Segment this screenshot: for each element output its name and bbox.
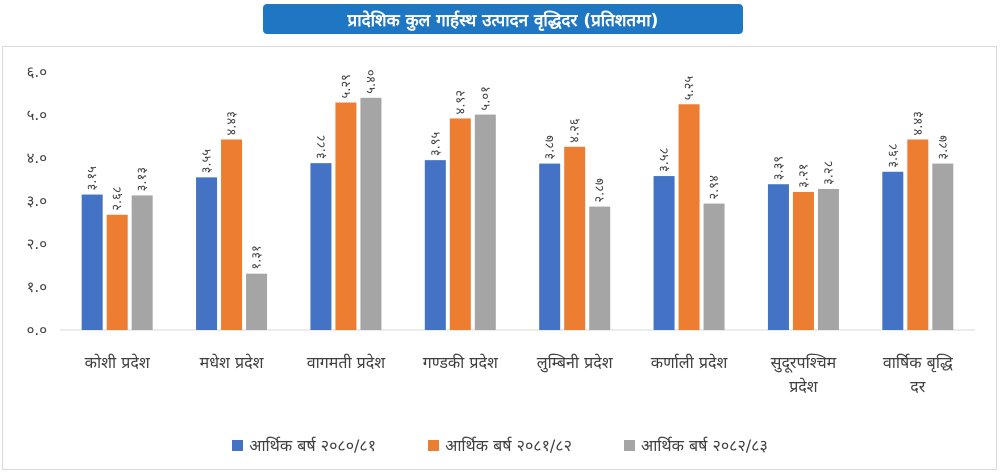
data-label: ४.२६ xyxy=(568,118,583,143)
data-label: ४.९२ xyxy=(453,90,468,114)
data-label: १.३१ xyxy=(250,245,265,269)
legend-swatch xyxy=(623,439,635,451)
legend: आर्थिक बर्ष २०८०/८१ आर्थिक बर्ष २०८१/८२ आर… xyxy=(0,434,1000,456)
y-tick-label: १.० xyxy=(27,278,47,296)
legend-item: आर्थिक बर्ष २०८०/८१ xyxy=(232,434,376,456)
bar xyxy=(360,97,382,330)
category-label: वार्षिक बृद्धि xyxy=(883,353,953,373)
bar xyxy=(474,114,496,330)
bar xyxy=(449,118,471,330)
data-label: ३.९५ xyxy=(428,131,443,156)
data-label: ३.२८ xyxy=(821,160,836,185)
bar xyxy=(81,194,103,330)
bar xyxy=(246,273,268,330)
data-label: ३.५८ xyxy=(657,147,672,172)
bar xyxy=(424,160,446,330)
legend-label: आर्थिक बर्ष २०८१/८२ xyxy=(445,436,572,455)
data-label: ३.३९ xyxy=(771,156,786,180)
bar xyxy=(653,176,675,330)
data-label: ३.१३ xyxy=(135,167,150,191)
category-label: वागमती प्रदेश xyxy=(307,353,387,372)
data-label: ५.४० xyxy=(364,69,379,93)
bar xyxy=(221,139,243,330)
legend-item: आर्थिक बर्ष २०८१/८२ xyxy=(428,434,572,456)
y-tick-label: ३.० xyxy=(27,192,47,210)
category-label: मधेश प्रदेश xyxy=(200,353,265,372)
data-label: ३.८७ xyxy=(936,135,951,160)
category-label: सुदूरपश्चिम xyxy=(771,353,837,373)
y-tick-label: ०.० xyxy=(27,321,47,339)
bar xyxy=(564,146,586,330)
y-tick-label: ४.० xyxy=(27,149,47,167)
category-label: दर xyxy=(910,377,925,396)
data-label: ५.०१ xyxy=(478,86,493,110)
bar xyxy=(335,102,357,330)
legend-item: आर्थिक बर्ष २०८२/८३ xyxy=(623,434,768,456)
bar xyxy=(882,171,904,330)
data-label: ४.४३ xyxy=(225,111,240,135)
category-label: कोशी प्रदेश xyxy=(85,353,151,372)
data-label: ५.२५ xyxy=(682,76,697,101)
chart-title: प्रादेशिक कुल गार्हस्थ उत्पादन वृद्धिदर … xyxy=(263,4,743,34)
data-label: ५.२९ xyxy=(339,74,354,98)
bar xyxy=(817,188,839,330)
data-label: ३.८८ xyxy=(314,135,329,160)
category-label: लुम्बिनी प्रदेश xyxy=(537,353,614,373)
bar xyxy=(539,163,561,330)
data-label: २.६८ xyxy=(110,186,125,211)
data-label: ३.१५ xyxy=(85,166,100,191)
data-label: ३.२१ xyxy=(796,164,811,188)
chart-frame xyxy=(2,46,997,470)
y-tick-label: ६.० xyxy=(27,63,47,81)
y-tick-label: ५.० xyxy=(27,106,47,124)
legend-label: आर्थिक बर्ष २०८२/८३ xyxy=(640,436,768,455)
y-tick-label: २.० xyxy=(27,235,47,253)
bar xyxy=(310,163,332,330)
bar xyxy=(767,184,789,330)
bar xyxy=(589,206,611,330)
category-label: गण्डकी प्रदेश xyxy=(423,353,499,372)
data-label: ३.८७ xyxy=(543,135,558,160)
category-label: कर्णाली प्रदेश xyxy=(651,353,729,372)
bar xyxy=(907,139,929,330)
category-label: प्रदेश xyxy=(789,377,819,396)
bar xyxy=(678,104,700,330)
data-label: ३.६८ xyxy=(886,143,901,168)
legend-swatch xyxy=(428,439,440,451)
legend-label: आर्थिक बर्ष २०८०/८१ xyxy=(249,436,377,455)
data-label: २.८७ xyxy=(593,178,608,203)
bar xyxy=(131,195,153,330)
data-label: २.९४ xyxy=(707,175,722,200)
bar xyxy=(703,203,725,330)
data-label: ४.४३ xyxy=(911,111,926,135)
bar xyxy=(932,163,954,330)
bar xyxy=(196,177,218,330)
data-label: ३.५५ xyxy=(200,149,215,174)
legend-swatch xyxy=(232,439,244,451)
bar xyxy=(792,191,814,330)
bar xyxy=(106,214,128,330)
